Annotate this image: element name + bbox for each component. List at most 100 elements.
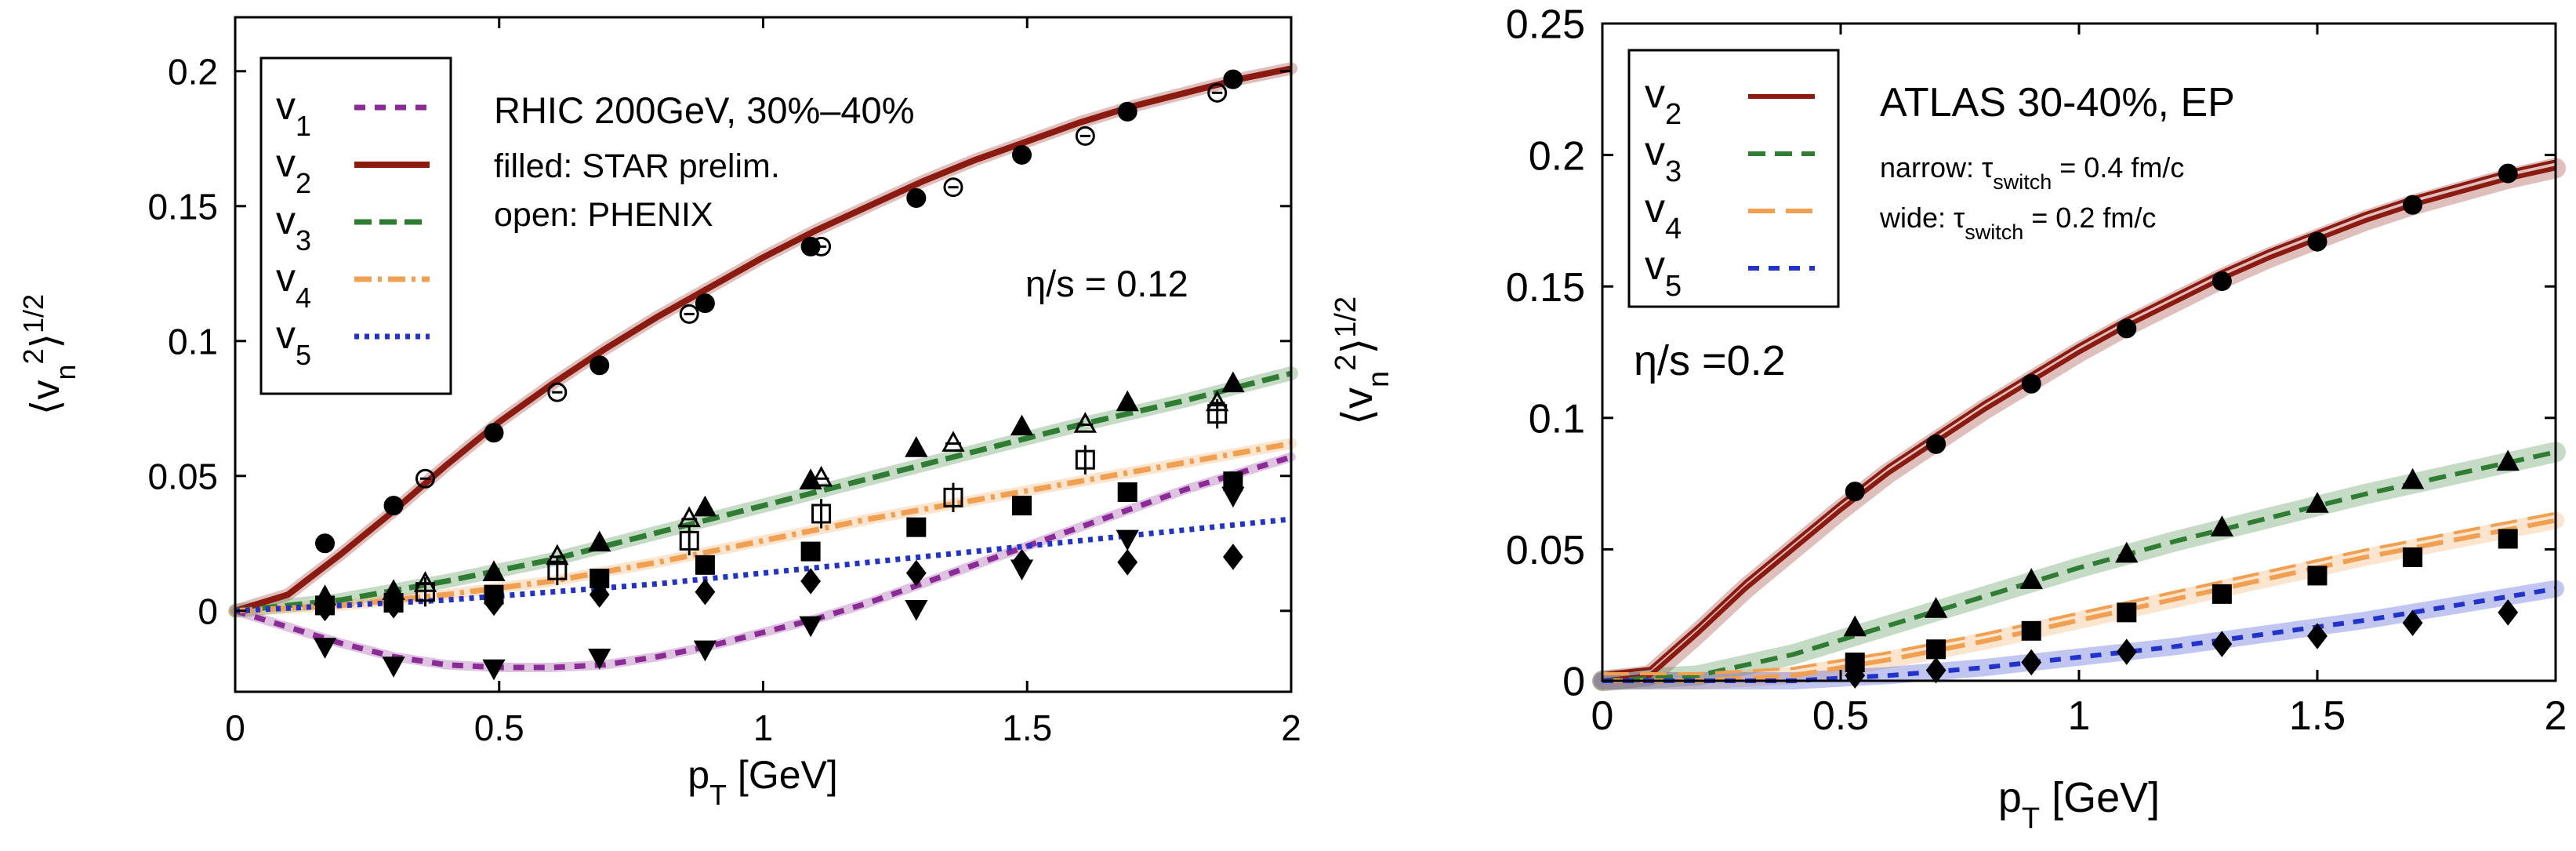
left-marker-v5-filled bbox=[905, 559, 927, 587]
right-marker-v2-filled bbox=[1926, 434, 1947, 454]
left-marker-v2-open bbox=[547, 382, 568, 402]
right-marker-v4-filled bbox=[2498, 529, 2518, 549]
left-marker-v4-filled bbox=[906, 517, 927, 537]
left-marker-v2-filled bbox=[906, 187, 927, 208]
right-marker-v5-filled bbox=[2402, 609, 2423, 637]
left-line-v3 bbox=[234, 370, 1292, 614]
left-marker-v3-filled bbox=[1221, 371, 1245, 393]
left-marker-v1-filled bbox=[799, 616, 822, 638]
right-marker-v3-filled bbox=[2019, 568, 2043, 589]
right-line-v4-narrow bbox=[1602, 511, 2556, 675]
right-x-tick-label: 0 bbox=[1591, 693, 1614, 739]
right-line-v2 bbox=[1602, 165, 2556, 683]
right-marker-v3-filled bbox=[1924, 597, 1948, 618]
right-x-tick-label: 2 bbox=[2545, 693, 2567, 739]
left-marker-v4-filled bbox=[1012, 496, 1032, 516]
right-marker-v2-filled bbox=[2021, 373, 2041, 394]
left-annotation-title: RHIC 200GeV, 30%–40% bbox=[494, 89, 914, 131]
left-marker-v2-open bbox=[679, 304, 699, 324]
left-marker-v4-filled bbox=[800, 541, 821, 562]
left-marker-v2-open bbox=[943, 177, 963, 198]
left-marker-v2-open bbox=[1207, 82, 1228, 103]
right-y-axis-label: ⟨vn2⟩1/2 bbox=[1330, 296, 1395, 425]
left-marker-v3-open bbox=[677, 506, 701, 528]
right-marker-v4-filled bbox=[2021, 620, 2041, 641]
right-marker-v4-filled bbox=[2307, 566, 2327, 586]
left-x-tick-label: 2 bbox=[1281, 707, 1301, 748]
left-x-axis-label: pT [GeV] bbox=[688, 753, 838, 811]
left-marker-v5-filled bbox=[1117, 549, 1138, 576]
right-marker-v2-filled bbox=[2498, 163, 2518, 184]
left-marker-v1-filled bbox=[588, 648, 611, 670]
right-marker-v3-filled bbox=[2210, 515, 2234, 536]
left-marker-v3-filled bbox=[905, 436, 928, 457]
left-marker-v2-filled bbox=[590, 355, 610, 376]
left-marker-v1-filled bbox=[1116, 529, 1139, 551]
left-marker-v2-filled bbox=[383, 496, 404, 516]
right-annotation-narrow-prefix: narrow: τ bbox=[1880, 151, 1993, 184]
right-annotation-wide-prefix: wide: τ bbox=[1879, 202, 1965, 234]
left-line-v4 bbox=[234, 441, 1292, 614]
left-chart: 0 0.5 1 1.5 2 0 0.05 0.1 0.15 0.2 pT [GeV] ⟨vn2⟩1… bbox=[17, 16, 1301, 811]
right-annotation-narrow-sub: switch bbox=[1993, 170, 2052, 194]
right-plot-area bbox=[1592, 158, 2566, 691]
left-x-tick-label: 0 bbox=[225, 707, 245, 748]
right-y-tick-label: 0.25 bbox=[1506, 2, 1585, 48]
right-marker-v2-filled bbox=[2403, 195, 2423, 215]
left-marker-v1-filled bbox=[382, 656, 405, 678]
right-marker-v5-filled bbox=[2211, 631, 2233, 657]
left-line-v5 bbox=[234, 516, 1292, 614]
left-marker-v2-filled bbox=[695, 293, 715, 314]
right-marker-v5-filled bbox=[2021, 649, 2042, 676]
left-marker-v5-filled bbox=[800, 568, 822, 595]
right-x-tick-label: 0.5 bbox=[1812, 693, 1869, 739]
right-marker-v4-filled bbox=[1926, 639, 1947, 660]
left-marker-v2-filled bbox=[1223, 69, 1243, 89]
right-marker-v3-filled bbox=[1843, 615, 1867, 637]
left-marker-v2-filled bbox=[1117, 101, 1137, 122]
right-annotation-wide-sub: switch bbox=[1965, 220, 2023, 244]
left-y-tick-label: 0.1 bbox=[168, 321, 218, 362]
left-marker-v5-filled bbox=[589, 581, 610, 608]
left-annotation-open: open: PHENIX bbox=[494, 196, 713, 234]
right-y-tick-label: 0.05 bbox=[1506, 528, 1585, 573]
left-marker-v3-filled bbox=[588, 530, 611, 552]
left-marker-v3-open bbox=[942, 431, 965, 452]
left-marker-v3-filled bbox=[693, 495, 717, 517]
right-marker-v4-filled bbox=[2403, 547, 2423, 567]
left-marker-v1-filled bbox=[1221, 486, 1245, 508]
right-marker-v5-filled bbox=[2307, 623, 2327, 649]
left-marker-v3-filled bbox=[1010, 414, 1034, 436]
right-line-v2-narrow bbox=[1602, 159, 2556, 675]
left-x-tick-label: 0.5 bbox=[474, 707, 524, 748]
right-legend bbox=[1627, 49, 1840, 308]
right-marker-v2-filled bbox=[2307, 231, 2327, 252]
left-marker-v4-filled bbox=[695, 555, 715, 575]
right-annotation-narrow-value: = 0.4 fm/c bbox=[2052, 151, 2184, 184]
right-annotation-title: ATLAS 30-40%, EP bbox=[1880, 80, 2235, 125]
right-y-tick-label: 0 bbox=[1562, 660, 1585, 705]
left-marker-v2-open bbox=[415, 468, 435, 489]
left-marker-v5-filled bbox=[1223, 544, 1243, 570]
right-marker-v3-filled bbox=[2496, 449, 2520, 471]
left-line-v1 bbox=[234, 454, 1293, 671]
right-chart: 0 0.5 1 1.5 2 0 0.05 0.1 0.15 0.2 0.25 pT [GeV] ⟨v… bbox=[1330, 2, 2567, 835]
right-marker-v2-filled bbox=[2211, 271, 2232, 291]
right-y-tick-label: 0.15 bbox=[1506, 265, 1585, 311]
left-plot-area bbox=[228, 62, 1298, 681]
left-y-tick-label: 0.2 bbox=[168, 51, 218, 92]
right-marker-v4-filled bbox=[2211, 584, 2232, 604]
right-marker-v5-filled bbox=[2498, 599, 2519, 626]
right-annotation-eta-s: η/s =0.2 bbox=[1634, 337, 1786, 384]
left-marker-v5-filled bbox=[1011, 549, 1032, 576]
left-marker-v1-filled bbox=[905, 600, 928, 621]
right-annotation-wide: wide: τswitch = 0.2 fm/c bbox=[1879, 202, 2156, 244]
left-marker-v5-filled bbox=[383, 592, 404, 619]
right-y-tick-label: 0.1 bbox=[1529, 397, 1585, 442]
left-y-tick-label: 0.05 bbox=[147, 456, 218, 496]
left-marker-v2-filled bbox=[1012, 144, 1032, 165]
left-marker-v5-filled bbox=[695, 578, 716, 606]
right-annotation-narrow: narrow: τswitch = 0.4 fm/c bbox=[1880, 151, 2184, 194]
right-marker-v2-filled bbox=[2117, 318, 2137, 339]
